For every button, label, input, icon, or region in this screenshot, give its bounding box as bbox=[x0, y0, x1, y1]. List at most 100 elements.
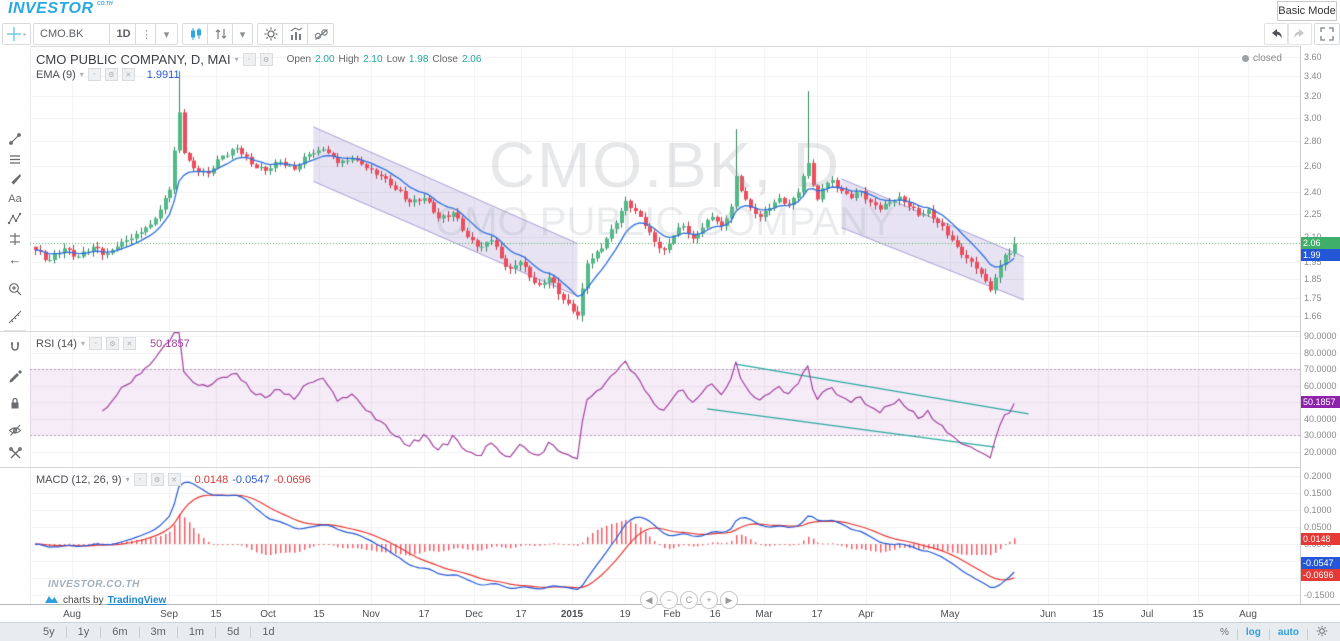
macd-legend: MACD (12, 26, 9) ▾ ◦ ⚙ ✕ 0.0148 -0.0547 … bbox=[36, 473, 311, 486]
time-tick: Aug bbox=[63, 609, 81, 620]
range-1m-button[interactable]: 1m bbox=[188, 626, 205, 638]
chart-nav-cluster: ◀ − C + ▶ bbox=[640, 591, 738, 609]
chevron-down-icon[interactable]: ▾ bbox=[80, 339, 85, 348]
scroll-right-button[interactable]: ▶ bbox=[720, 591, 738, 609]
time-tick: Sep bbox=[160, 609, 178, 620]
range-5d-button[interactable]: 5d bbox=[227, 626, 240, 638]
undo-button[interactable] bbox=[1264, 23, 1288, 45]
chart-style-button[interactable] bbox=[182, 23, 209, 45]
time-axis[interactable]: Aug Sep 15 Oct 15 Nov 17 Dec 17 2015 19 Feb 16 Mar 17 A… bbox=[0, 604, 1340, 623]
lock-tool[interactable] bbox=[6, 394, 24, 412]
chevron-down-icon: ▾ bbox=[239, 28, 246, 41]
macd-pane[interactable] bbox=[30, 467, 1300, 604]
time-tick: Aug bbox=[1239, 609, 1257, 620]
auto-scale-button[interactable]: auto bbox=[1277, 627, 1299, 638]
basic-mode-button[interactable]: Basic Mode bbox=[1277, 1, 1337, 21]
rsi-visibility-button[interactable]: ◦ bbox=[88, 337, 102, 350]
rsi-label[interactable]: RSI (14) bbox=[36, 337, 77, 350]
rsi-value: 50.1857 bbox=[149, 337, 190, 350]
time-tick: May bbox=[940, 609, 960, 620]
rsi-properties-button[interactable]: ⚙ bbox=[105, 337, 119, 350]
sidebar-divider bbox=[4, 330, 26, 331]
ema-visibility-button[interactable]: ◦ bbox=[87, 68, 101, 81]
text-tool[interactable]: Aa bbox=[8, 193, 22, 205]
time-tick: Mar bbox=[755, 609, 773, 620]
interval-dropdown-button[interactable]: ▾ bbox=[155, 23, 178, 45]
range-1y-button[interactable]: 1y bbox=[77, 626, 90, 638]
range-5y-button[interactable]: 5y bbox=[43, 626, 55, 638]
zoom-in-tool[interactable] bbox=[6, 280, 24, 298]
price-tick: 2.25 bbox=[1304, 208, 1322, 219]
measure-tool[interactable] bbox=[6, 308, 24, 326]
symbol-legend-title[interactable]: CMO PUBLIC COMPANY, D, MAI bbox=[36, 52, 231, 67]
price-tick: 1.75 bbox=[1304, 292, 1322, 303]
time-tick: 17 bbox=[811, 609, 823, 620]
time-tick: 15 bbox=[1192, 609, 1204, 620]
rsi-pane[interactable] bbox=[30, 331, 1300, 467]
ema-properties-button[interactable]: ⚙ bbox=[104, 68, 118, 81]
macd-badge: -0.0547 bbox=[1301, 556, 1340, 569]
pane-separator[interactable] bbox=[0, 467, 1340, 468]
header-bar: INVESTOR CO.TH Basic Mode bbox=[0, 0, 1340, 22]
range-3m-button[interactable]: 3m bbox=[150, 626, 166, 638]
log-scale-button[interactable]: log bbox=[1245, 627, 1261, 638]
hide-drawings-tool[interactable] bbox=[6, 421, 24, 439]
macd-visibility-button[interactable]: ◦ bbox=[133, 473, 147, 486]
remove-tools[interactable] bbox=[6, 444, 24, 462]
legend-style-button[interactable]: ◦ bbox=[242, 53, 256, 66]
tradingview-link[interactable]: TradingView bbox=[107, 595, 167, 606]
compare-button[interactable] bbox=[207, 23, 234, 45]
macd-label[interactable]: MACD (12, 26, 9) bbox=[36, 473, 122, 486]
tradingview-logo-icon bbox=[44, 593, 59, 608]
price-axis[interactable] bbox=[1300, 46, 1340, 622]
symbol-watermark: CMO.BK, D bbox=[488, 129, 842, 201]
candlestick-icon bbox=[188, 26, 204, 42]
macd-signal-value: -0.0696 bbox=[273, 473, 311, 486]
range-6m-button[interactable]: 6m bbox=[112, 626, 128, 638]
drawing-mode-tool[interactable] bbox=[6, 366, 24, 384]
price-tick: 2.40 bbox=[1304, 187, 1322, 198]
rsi-legend: RSI (14) ▾ ◦ ⚙ ✕ 50.1857 bbox=[36, 337, 190, 350]
interval-button[interactable]: 1D bbox=[109, 23, 138, 45]
scroll-left-button[interactable]: ◀ bbox=[640, 591, 658, 609]
rsi-tick: 60.0000 bbox=[1304, 380, 1337, 391]
range-1d-button[interactable]: 1d bbox=[262, 626, 275, 638]
pattern-tool[interactable] bbox=[6, 210, 24, 228]
pane-separator[interactable] bbox=[0, 331, 1340, 332]
macd-properties-button[interactable]: ⚙ bbox=[150, 473, 164, 486]
fullscreen-button[interactable] bbox=[1314, 23, 1340, 45]
rsi-delete-button[interactable]: ✕ bbox=[122, 337, 136, 350]
ema-label[interactable]: EMA (9) bbox=[36, 68, 76, 81]
macd-tick: 0.1500 bbox=[1304, 487, 1332, 498]
prediction-tool[interactable] bbox=[6, 230, 24, 248]
reset-view-button[interactable]: C bbox=[680, 591, 698, 609]
properties-button[interactable] bbox=[257, 23, 284, 45]
line-tools[interactable] bbox=[6, 150, 24, 168]
price-pane[interactable] bbox=[30, 46, 1300, 331]
time-tick: 16 bbox=[709, 609, 721, 620]
legend-properties-button[interactable]: ⚙ bbox=[259, 53, 273, 66]
zoom-in-button[interactable]: + bbox=[700, 591, 718, 609]
chevron-down-icon[interactable]: ▾ bbox=[79, 70, 84, 79]
crosshair-tool-button[interactable]: ▸ bbox=[2, 23, 31, 45]
chevron-down-icon[interactable]: ▾ bbox=[234, 55, 239, 64]
arrow-tool[interactable]: ← bbox=[8, 251, 22, 267]
axis-settings-gear-icon[interactable] bbox=[1308, 623, 1336, 641]
magnet-tool[interactable] bbox=[6, 338, 24, 356]
macd-delete-button[interactable]: ✕ bbox=[167, 473, 181, 486]
macd-tick: 0.0500 bbox=[1304, 521, 1332, 532]
symbol-input[interactable]: CMO.BK bbox=[33, 23, 118, 45]
chevron-down-icon[interactable]: ▾ bbox=[125, 475, 130, 484]
indicators-button[interactable] bbox=[282, 23, 309, 45]
low-label: Low bbox=[386, 54, 405, 65]
alerts-scales-button[interactable] bbox=[307, 23, 334, 45]
investor-logo[interactable]: INVESTOR bbox=[8, 0, 94, 17]
fullscreen-icon bbox=[1319, 26, 1335, 42]
percent-scale-button[interactable]: % bbox=[1219, 627, 1229, 638]
redo-button[interactable] bbox=[1288, 23, 1312, 45]
ema-delete-button[interactable]: ✕ bbox=[121, 68, 135, 81]
brush-tool[interactable] bbox=[6, 170, 24, 188]
trend-line-tool[interactable] bbox=[6, 130, 24, 148]
compare-dropdown-button[interactable]: ▾ bbox=[232, 23, 253, 45]
zoom-out-button[interactable]: − bbox=[660, 591, 678, 609]
